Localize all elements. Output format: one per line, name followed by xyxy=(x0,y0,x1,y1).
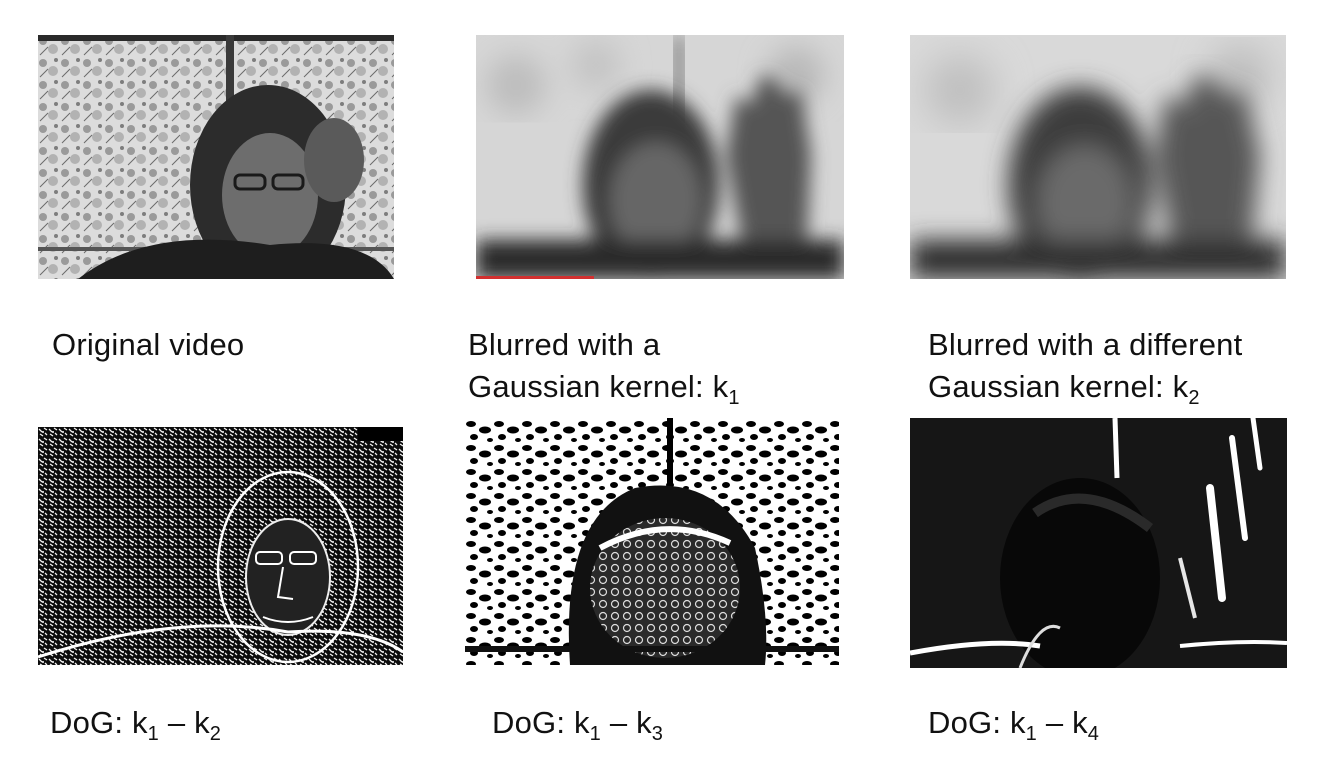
caption-dog-k1-k2-sub-b: 2 xyxy=(209,723,222,745)
caption-dog-k1-k2-minus: – k xyxy=(159,705,210,740)
caption-dog-k1-k4-sub-b: 4 xyxy=(1087,723,1100,745)
caption-blur-k1-subscript: 1 xyxy=(728,387,740,409)
blurred-k1-image xyxy=(476,35,844,279)
caption-blur-k2-line1: Blurred with a different xyxy=(928,325,1242,365)
caption-original-video-text: Original video xyxy=(52,327,245,362)
caption-blur-k2-line1-text: Blurred with a different xyxy=(928,327,1243,362)
caption-dog-k1-k4-sub-a: 1 xyxy=(1025,723,1037,745)
caption-blur-k2-subscript: 2 xyxy=(1188,387,1200,409)
original-video-image xyxy=(38,35,394,279)
caption-dog-k1-k3: DoG: k1 – k3 xyxy=(492,703,664,745)
dog-k1-k3-image xyxy=(465,418,839,665)
caption-dog-k1-k2: DoG: k1 – k2 xyxy=(50,703,222,745)
caption-blur-k2-line2-text: Gaussian kernel: k xyxy=(928,369,1189,404)
caption-dog-k1-k4-prefix: DoG: k xyxy=(928,705,1026,740)
caption-blur-k1-line1: Blurred with a xyxy=(468,325,660,365)
caption-dog-k1-k2-sub-a: 1 xyxy=(147,723,159,745)
caption-dog-k1-k3-sub-b: 3 xyxy=(651,723,664,745)
caption-dog-k1-k4-minus: – k xyxy=(1037,705,1088,740)
caption-dog-k1-k4: DoG: k1 – k4 xyxy=(928,703,1100,745)
caption-blur-k1-line1-text: Blurred with a xyxy=(468,327,661,362)
blurred-k2-image xyxy=(910,35,1286,279)
caption-dog-k1-k3-minus: – k xyxy=(601,705,652,740)
caption-original-video: Original video xyxy=(52,325,244,365)
caption-blur-k1-line2-text: Gaussian kernel: k xyxy=(468,369,729,404)
dog-k1-k2-image xyxy=(38,427,403,665)
caption-blur-k2-line2: Gaussian kernel: k2 xyxy=(928,367,1200,409)
dog-k1-k4-image xyxy=(910,418,1287,668)
caption-dog-k1-k3-prefix: DoG: k xyxy=(492,705,590,740)
caption-blur-k1-line2: Gaussian kernel: k1 xyxy=(468,367,740,409)
caption-dog-k1-k3-sub-a: 1 xyxy=(589,723,601,745)
caption-dog-k1-k2-prefix: DoG: k xyxy=(50,705,148,740)
